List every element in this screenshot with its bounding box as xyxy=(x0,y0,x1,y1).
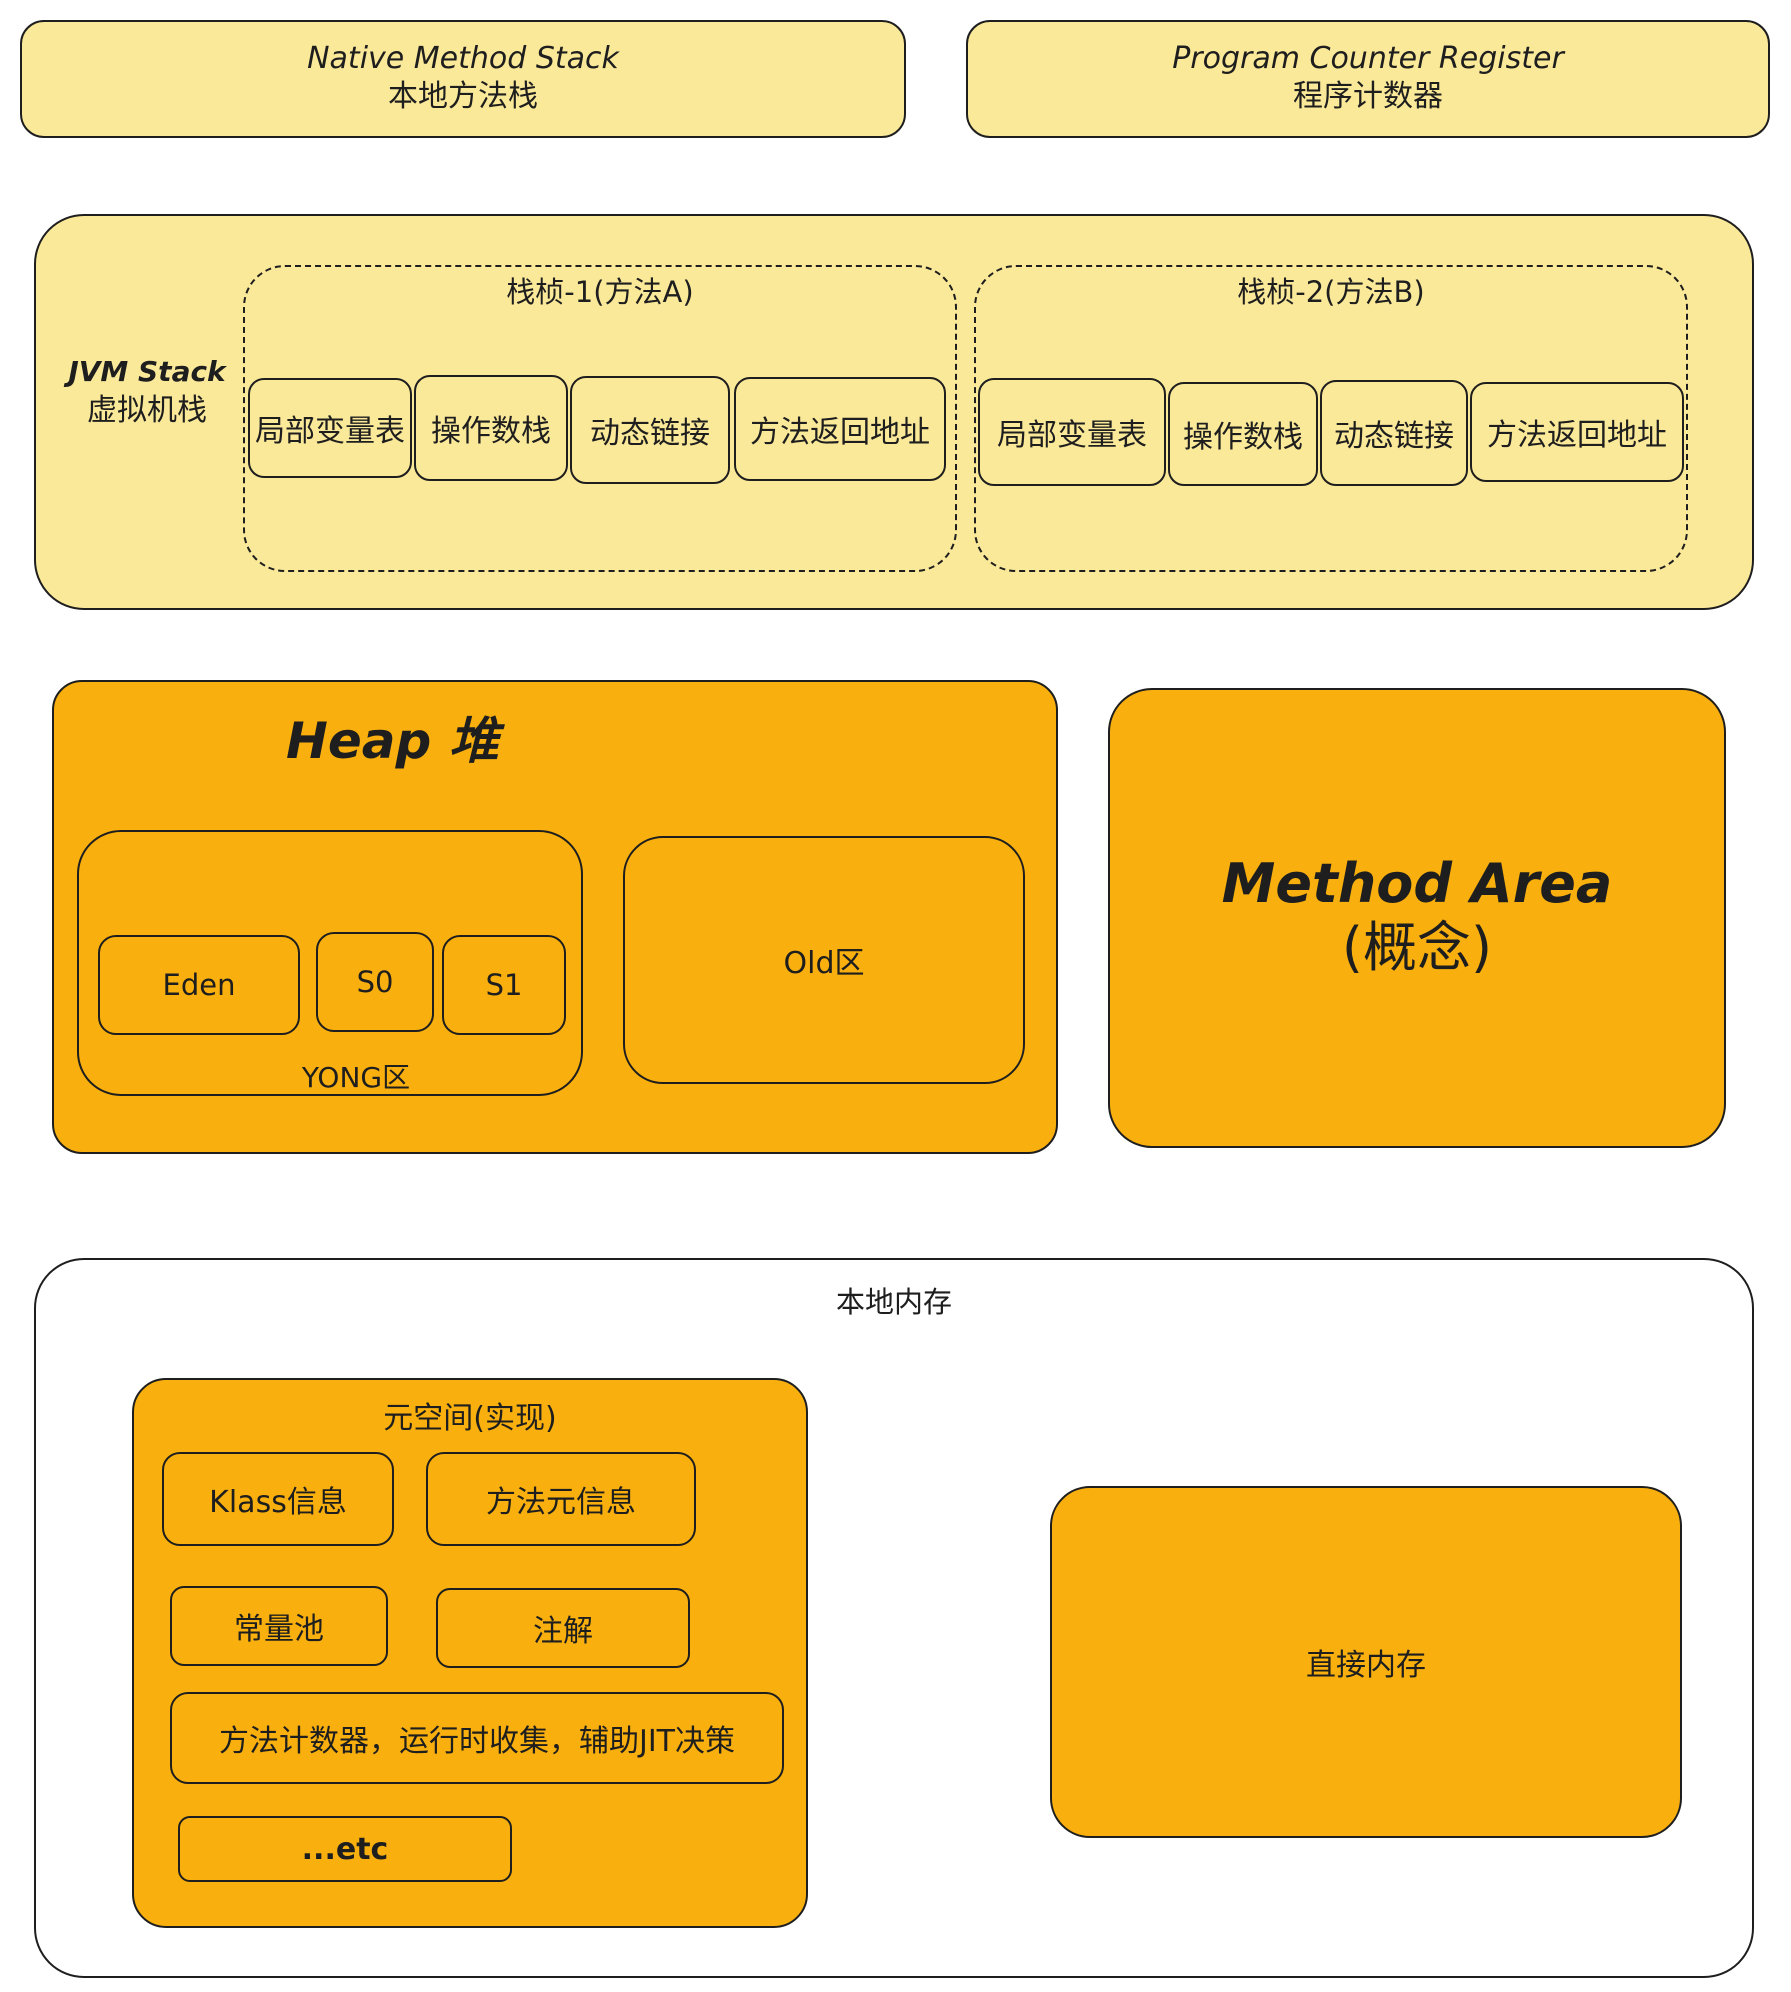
program-counter-register-box: Program Counter Register 程序计数器 xyxy=(966,20,1770,138)
program-counter-subtitle: 程序计数器 xyxy=(1293,79,1443,114)
old-generation-label: Old区 xyxy=(783,946,865,981)
frame2-operand-stack: 操作数栈 xyxy=(1168,382,1318,486)
old-generation-box: Old区 xyxy=(623,836,1025,1084)
stack-frame-2-title: 栈桢-2(方法B) xyxy=(1237,275,1425,309)
klass-info: Klass信息 xyxy=(162,1452,394,1546)
etc-item: ...etc xyxy=(178,1816,512,1882)
frame2-return-address: 方法返回地址 xyxy=(1470,382,1684,482)
frame2-dynamic-linking: 动态链接 xyxy=(1320,380,1468,486)
jvm-stack-subtitle: 虚拟机栈 xyxy=(87,393,207,428)
frame1-local-variables: 局部变量表 xyxy=(248,378,412,478)
direct-memory-box: 直接内存 xyxy=(1050,1486,1682,1838)
native-method-stack-title: Native Method Stack xyxy=(307,41,619,76)
stack-frame-1-title: 栈桢-1(方法A) xyxy=(506,275,694,309)
method-area-box: Method Area (概念) xyxy=(1108,688,1726,1148)
constant-pool: 常量池 xyxy=(170,1586,388,1666)
native-memory-title: 本地内存 xyxy=(835,1285,952,1319)
survivor-s0: S0 xyxy=(316,932,434,1032)
native-method-stack-box: Native Method Stack 本地方法栈 xyxy=(20,20,906,138)
frame1-operand-stack: 操作数栈 xyxy=(414,375,568,481)
survivor-s1: S1 xyxy=(442,935,566,1035)
stack-frame-1 xyxy=(243,265,957,572)
metaspace-title: 元空间(实现) xyxy=(383,1401,557,1436)
program-counter-title: Program Counter Register xyxy=(1172,41,1564,76)
method-counters: 方法计数器，运行时收集，辅助JIT决策 xyxy=(170,1692,784,1784)
annotations: 注解 xyxy=(436,1588,690,1668)
stack-frame-2 xyxy=(974,265,1688,572)
jvm-stack-title: JVM Stack xyxy=(68,355,226,388)
heap-title: Heap 堆 xyxy=(286,712,499,770)
native-method-stack-subtitle: 本地方法栈 xyxy=(388,79,538,114)
frame1-dynamic-linking: 动态链接 xyxy=(570,376,730,484)
frame1-return-address: 方法返回地址 xyxy=(734,377,946,481)
frame2-local-variables: 局部变量表 xyxy=(978,378,1166,486)
eden-space: Eden xyxy=(98,935,300,1035)
method-area-title: Method Area xyxy=(1221,852,1613,915)
method-metadata: 方法元信息 xyxy=(426,1452,696,1546)
young-generation-box xyxy=(77,830,583,1096)
direct-memory-label: 直接内存 xyxy=(1306,1648,1426,1683)
method-area-subtitle: (概念) xyxy=(1341,916,1493,979)
young-generation-label: YONG区 xyxy=(301,1061,411,1094)
